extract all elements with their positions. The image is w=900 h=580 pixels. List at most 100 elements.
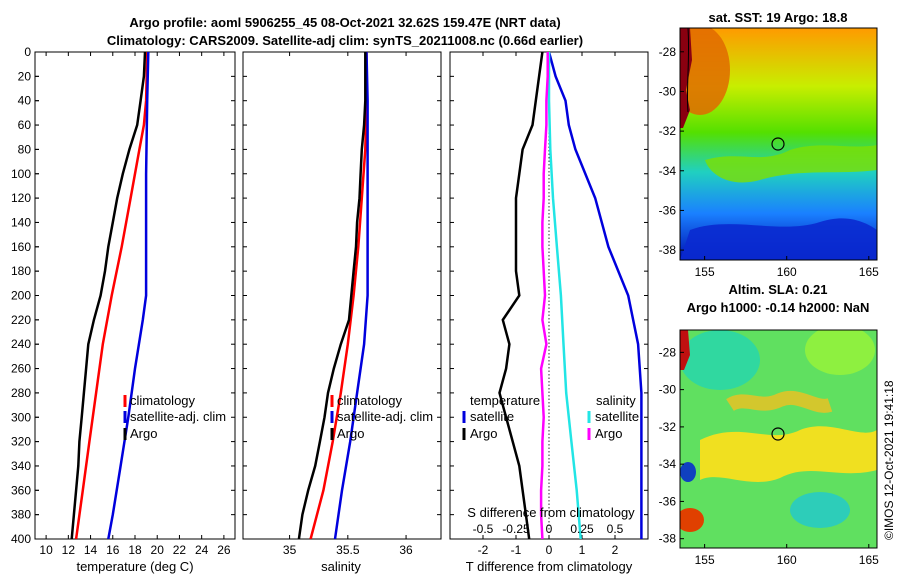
x-tick-label: 24: [195, 543, 209, 557]
sla-warm-eddy: [680, 508, 704, 532]
temperature-axes: [34, 51, 236, 540]
x-tick-label: 36: [399, 543, 413, 557]
x-tick-label: 20: [151, 543, 165, 557]
map-x-tick-label: 165: [859, 553, 879, 567]
salinity-legend: climatology satellite-adj. clim Argo: [330, 393, 433, 441]
temperature-panel: 0 20 40 60 80 100 120 140 160 180 200 220 240 260 280 3…: [11, 45, 236, 574]
series-line-temperature-argo: [498, 52, 544, 539]
argo-float-marker: [771, 427, 785, 441]
depth-tick-label: 100: [11, 167, 31, 181]
warm-current-core: [680, 28, 730, 115]
salinity-difference-ticks: -0.5 -0.25 0 0.25 0.5: [473, 522, 624, 536]
x-tick-label: 10: [39, 543, 53, 557]
map-y-tick-label: -28: [659, 45, 677, 59]
difference-legend: temperature satellite Argo salinity sate…: [462, 393, 639, 441]
figure-title-line1: Argo profile: aoml 5906255_45 08-Oct-202…: [129, 15, 560, 30]
legend-argo-label: Argo: [337, 426, 364, 441]
map-y-tick-label: -30: [659, 84, 677, 98]
sst-map-title: sat. SST: 19 Argo: 18.8: [709, 10, 848, 25]
map-x-tick-label: 160: [777, 265, 797, 279]
series-line-argo: [70, 52, 147, 539]
legend-temp-satellite-label: satellite: [470, 409, 514, 424]
series-line-salinity-argo: [539, 52, 549, 539]
depth-tick-label: 240: [11, 337, 31, 351]
coastline-land: [680, 28, 692, 128]
figure-title-line2: Climatology: CARS2009. Satellite-adj cli…: [107, 33, 583, 48]
salinity-xlabel: salinity: [321, 559, 361, 574]
map-y-tick-label: -36: [659, 494, 677, 508]
x-tick-label: 35.5: [336, 543, 360, 557]
map-y-tick-label: -30: [659, 383, 677, 397]
argo-float-marker: [771, 137, 785, 151]
map-y-tick-label: -38: [659, 532, 677, 546]
coastline: [686, 28, 690, 113]
depth-tick-label: 380: [11, 508, 31, 522]
map-y-tick-label: -34: [659, 164, 677, 178]
sla-low-region: [790, 492, 850, 528]
x-tick-label: 35: [283, 543, 297, 557]
copyright-timestamp: ©IMOS 12-Oct-2021 19:41:18: [882, 380, 896, 540]
series-line-temperature-satellite: [547, 52, 643, 539]
sla-eddy: [680, 330, 760, 390]
map-x-tick-label: 155: [695, 265, 715, 279]
depth-tick-label: 0: [24, 45, 31, 59]
salinity-panel: 35 35.5 36 salinity climatology satellite-…: [242, 51, 442, 574]
sla-eddy: [805, 330, 875, 375]
depth-tick-label: 400: [11, 532, 31, 546]
map-y-tick-label: -28: [659, 345, 677, 359]
temperature-xlabel: temperature (deg C): [76, 559, 193, 574]
s-diff-tick-label: -0.25: [502, 522, 530, 536]
depth-tick-label: 180: [11, 264, 31, 278]
series-line-satellite-adj-clim: [333, 52, 369, 539]
t-difference-xlabel: T difference from climatology: [466, 559, 633, 574]
x-tick-label: 14: [84, 543, 98, 557]
x-tick-label: 22: [173, 543, 187, 557]
x-tick-label: 26: [217, 543, 231, 557]
depth-tick-label: 60: [18, 118, 32, 132]
sla-cold-eddy: [680, 462, 696, 482]
map-y-tick-label: -36: [659, 203, 677, 217]
s-diff-tick-label: -0.5: [473, 522, 494, 536]
s-diff-tick-label: 0: [546, 522, 553, 536]
depth-tick-label: 40: [18, 94, 32, 108]
map-y-tick-label: -32: [659, 420, 677, 434]
legend-sal-argo-label: Argo: [595, 426, 622, 441]
difference-axis-ticks: -2 -1 0 1 2: [450, 51, 648, 557]
depth-tick-label: 300: [11, 410, 31, 424]
depth-tick-label: 80: [18, 142, 32, 156]
difference-panel: -2 -1 0 1 2 T difference from climatology S …: [449, 51, 649, 574]
legend-satellite-label: satellite-adj. clim: [337, 409, 433, 424]
sla-map-title: Altim. SLA: 0.21: [729, 282, 828, 297]
depth-tick-label: 20: [18, 69, 32, 83]
sst-map-ticks: 155 160 165 -28 -30 -32 -34 -36 -38: [659, 45, 879, 279]
depth-tick-label: 340: [11, 459, 31, 473]
temperature-legend: climatology satellite-adj. clim Argo: [123, 393, 226, 441]
legend-climatology-label: climatology: [337, 393, 403, 408]
temperature-axis-ticks: 10 12 14 16 18 20 22 24 26: [35, 51, 235, 557]
legend-argo-label: Argo: [130, 426, 157, 441]
sla-map-ticks: 155 160 165 -28 -30 -32 -34 -36 -38: [659, 345, 879, 567]
s-diff-tick-label: 0.5: [607, 522, 624, 536]
coastline-land: [680, 330, 690, 370]
map-x-tick-label: 160: [777, 553, 797, 567]
series-line-climatology: [309, 52, 368, 539]
salinity-axes: [242, 51, 442, 540]
sla-map-frame: [679, 329, 878, 549]
frontal-band: [705, 145, 877, 183]
x-tick-label: 0: [546, 543, 553, 557]
series-line-climatology: [74, 52, 149, 539]
depth-tick-label: 220: [11, 313, 31, 327]
x-tick-label: 2: [612, 543, 619, 557]
map-y-tick-label: -32: [659, 124, 677, 138]
depth-tick-label: 280: [11, 386, 31, 400]
difference-lines: [498, 52, 643, 539]
s-diff-tick-label: 0.25: [570, 522, 594, 536]
sst-map-panel: sat. SST: 19 Argo: 18.8 155 160 165 -28 -30 -…: [659, 10, 879, 279]
depth-tick-label: 200: [11, 289, 31, 303]
salinity-lines: [297, 52, 369, 539]
legend-temp-argo-label: Argo: [470, 426, 497, 441]
sla-high-band: [700, 426, 877, 482]
depth-tick-label: 140: [11, 215, 31, 229]
series-line-satellite-adj-clim: [107, 52, 150, 539]
